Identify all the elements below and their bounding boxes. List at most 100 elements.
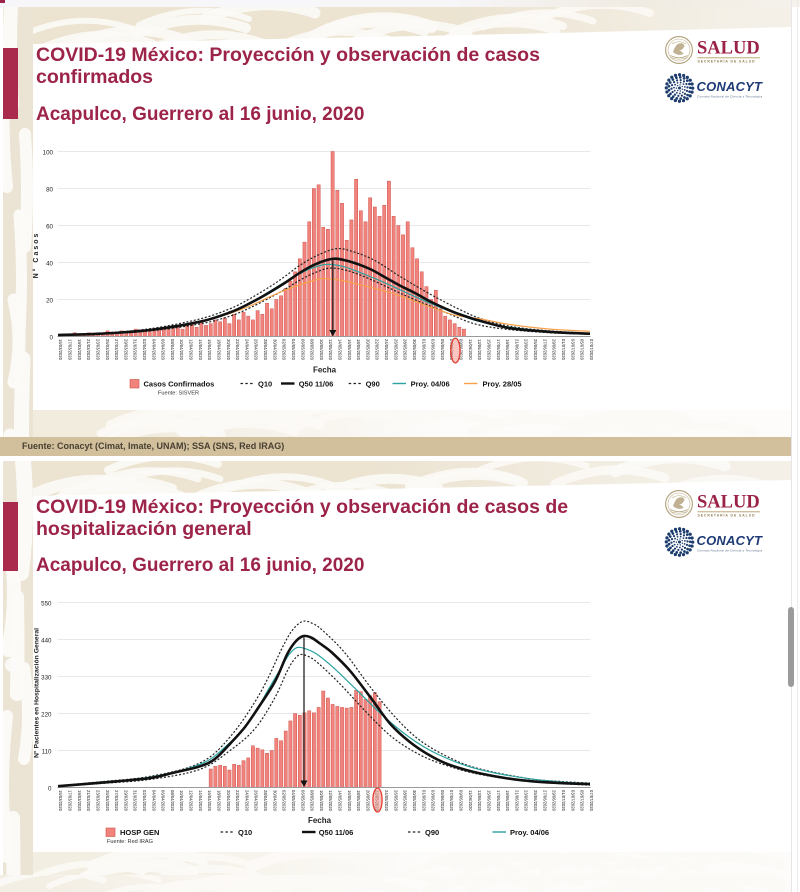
- svg-text:25/06/2020: 25/06/2020: [533, 339, 538, 361]
- svg-text:Fecha: Fecha: [308, 816, 332, 825]
- svg-text:29/06/2020: 29/06/2020: [552, 339, 557, 361]
- svg-text:Q50 11/06: Q50 11/06: [319, 828, 354, 837]
- svg-text:40: 40: [46, 261, 53, 268]
- svg-text:SALUD: SALUD: [697, 493, 760, 513]
- svg-text:04/05/2020: 04/05/2020: [291, 339, 296, 361]
- svg-text:16/04/2020: 16/04/2020: [207, 339, 212, 361]
- svg-text:14/05/2020: 14/05/2020: [338, 339, 343, 361]
- svg-text:06/04/2020: 06/04/2020: [161, 790, 166, 812]
- svg-text:27/03/2020: 27/03/2020: [114, 790, 119, 812]
- svg-text:09/06/2020: 09/06/2020: [459, 790, 464, 812]
- svg-text:24/04/2020: 24/04/2020: [244, 339, 249, 361]
- svg-text:330: 330: [41, 675, 52, 682]
- svg-text:20/04/2020: 20/04/2020: [226, 339, 231, 361]
- svg-text:02/04/2020: 02/04/2020: [142, 339, 147, 361]
- svg-text:14/04/2020: 14/04/2020: [198, 339, 203, 361]
- svg-text:Proy. 28/05: Proy. 28/05: [483, 380, 522, 389]
- svg-text:20: 20: [46, 298, 53, 305]
- svg-text:23/03/2020: 23/03/2020: [95, 339, 100, 361]
- svg-text:12/04/2020: 12/04/2020: [189, 339, 194, 361]
- svg-text:06/04/2020: 06/04/2020: [161, 339, 166, 361]
- svg-text:13/06/2020: 13/06/2020: [477, 339, 482, 361]
- svg-text:Consejo Nacional de Ciencia y: Consejo Nacional de Ciencia y Tecnología: [697, 95, 762, 99]
- svg-text:27/06/2020: 27/06/2020: [542, 339, 547, 361]
- svg-text:Proy. 04/06: Proy. 04/06: [510, 828, 549, 837]
- svg-text:20/05/2020: 20/05/2020: [365, 790, 370, 812]
- svg-text:60: 60: [46, 224, 53, 231]
- svg-text:17/06/2020: 17/06/2020: [496, 790, 501, 812]
- svg-text:03/06/2020: 03/06/2020: [431, 790, 436, 812]
- svg-text:19/03/2020: 19/03/2020: [77, 339, 82, 361]
- svg-text:22/04/2020: 22/04/2020: [235, 339, 240, 361]
- svg-text:21/06/2020: 21/06/2020: [514, 790, 519, 812]
- svg-text:Fecha: Fecha: [313, 366, 337, 375]
- svg-text:12/04/2020: 12/04/2020: [189, 790, 194, 812]
- svg-text:30/04/2020: 30/04/2020: [272, 339, 277, 361]
- svg-text:110: 110: [42, 749, 52, 756]
- svg-text:CONACYT: CONACYT: [697, 79, 764, 94]
- svg-text:06/05/2020: 06/05/2020: [300, 339, 305, 361]
- svg-text:12/05/2020: 12/05/2020: [328, 790, 333, 812]
- svg-text:15/03/2020: 15/03/2020: [58, 790, 63, 812]
- svg-text:SECRETARÍA DE SALUD: SECRETARÍA DE SALUD: [698, 58, 756, 63]
- svg-text:30/04/2020: 30/04/2020: [272, 790, 277, 812]
- svg-text:09/06/2020: 09/06/2020: [459, 339, 464, 361]
- svg-text:16/04/2020: 16/04/2020: [207, 790, 212, 812]
- svg-text:19/06/2020: 19/06/2020: [505, 790, 510, 812]
- svg-text:26/05/2020: 26/05/2020: [393, 790, 398, 812]
- svg-text:26/04/2020: 26/04/2020: [254, 790, 259, 812]
- svg-text:14/05/2020: 14/05/2020: [338, 790, 343, 812]
- svg-text:30/05/2020: 30/05/2020: [412, 339, 417, 361]
- svg-text:08/05/2020: 08/05/2020: [310, 790, 315, 812]
- svg-text:31/03/2020: 31/03/2020: [133, 339, 138, 361]
- svg-text:Q50 11/06: Q50 11/06: [299, 380, 334, 389]
- svg-text:16/05/2020: 16/05/2020: [347, 790, 352, 812]
- svg-text:27/06/2020: 27/06/2020: [542, 790, 547, 812]
- svg-text:01/06/2020: 01/06/2020: [421, 339, 426, 361]
- svg-text:N° Casos: N° Casos: [32, 232, 40, 279]
- svg-text:21/03/2020: 21/03/2020: [86, 790, 91, 812]
- svg-text:05/06/2020: 05/06/2020: [440, 339, 445, 361]
- svg-text:15/06/2020: 15/06/2020: [487, 790, 492, 812]
- svg-text:04/04/2020: 04/04/2020: [151, 339, 156, 361]
- svg-text:23/06/2020: 23/06/2020: [524, 790, 529, 812]
- svg-text:17/06/2020: 17/06/2020: [496, 339, 501, 361]
- svg-text:01/06/2020: 01/06/2020: [421, 790, 426, 812]
- svg-text:21/06/2020: 21/06/2020: [514, 339, 519, 361]
- svg-text:19/03/2020: 19/03/2020: [77, 790, 82, 812]
- svg-text:Consejo Nacional de Ciencia y: Consejo Nacional de Ciencia y Tecnología: [697, 549, 762, 553]
- svg-text:18/05/2020: 18/05/2020: [356, 339, 361, 361]
- svg-text:21/03/2020: 21/03/2020: [86, 339, 91, 361]
- svg-text:26/05/2020: 26/05/2020: [393, 339, 398, 361]
- svg-text:16/05/2020: 16/05/2020: [347, 339, 352, 361]
- svg-text:08/05/2020: 08/05/2020: [310, 339, 315, 361]
- svg-text:24/05/2020: 24/05/2020: [384, 790, 389, 812]
- svg-text:23/06/2020: 23/06/2020: [524, 339, 529, 361]
- svg-text:22/04/2020: 22/04/2020: [235, 790, 240, 812]
- svg-text:31/03/2020: 31/03/2020: [133, 790, 138, 812]
- svg-text:13/06/2020: 13/06/2020: [477, 790, 482, 812]
- svg-text:10/04/2020: 10/04/2020: [179, 339, 184, 361]
- svg-text:10/05/2020: 10/05/2020: [319, 790, 324, 812]
- svg-text:HOSP GEN: HOSP GEN: [120, 828, 159, 837]
- svg-text:08/04/2020: 08/04/2020: [170, 790, 175, 812]
- svg-text:18/04/2020: 18/04/2020: [217, 339, 222, 361]
- svg-text:02/04/2020: 02/04/2020: [142, 790, 147, 812]
- svg-text:02/05/2020: 02/05/2020: [282, 339, 287, 361]
- svg-text:11/06/2020: 11/06/2020: [468, 339, 473, 360]
- svg-text:12/05/2020: 12/05/2020: [328, 339, 333, 361]
- svg-text:220: 220: [41, 712, 52, 719]
- svg-text:03/07/2020: 03/07/2020: [570, 339, 575, 361]
- svg-text:04/05/2020: 04/05/2020: [291, 790, 296, 812]
- svg-text:05/06/2020: 05/06/2020: [440, 790, 445, 812]
- svg-text:0: 0: [48, 786, 52, 793]
- svg-text:29/03/2020: 29/03/2020: [123, 339, 128, 361]
- svg-text:440: 440: [41, 638, 52, 645]
- svg-text:N° Pacientes en Hospitalizació: N° Pacientes en Hospitalización General: [33, 628, 41, 758]
- svg-text:10/05/2020: 10/05/2020: [319, 339, 324, 361]
- svg-text:Casos Confirmados: Casos Confirmados: [144, 380, 215, 389]
- svg-text:04/04/2020: 04/04/2020: [151, 790, 156, 812]
- svg-text:Q90: Q90: [425, 828, 439, 837]
- svg-text:05/07/2020: 05/07/2020: [580, 790, 585, 812]
- svg-text:25/03/2020: 25/03/2020: [105, 790, 110, 812]
